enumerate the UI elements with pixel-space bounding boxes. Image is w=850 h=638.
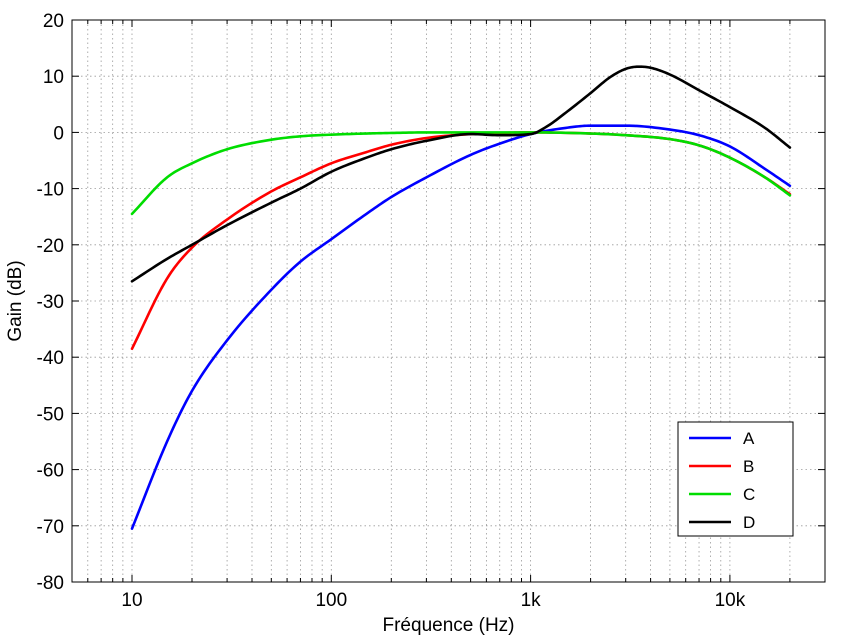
x-axis-label: Fréquence (Hz): [383, 615, 515, 636]
x-tick-label: 1k: [521, 590, 542, 611]
x-tick-label: 10: [121, 590, 142, 611]
y-tick-label: -60: [37, 461, 64, 482]
legend-label-a: A: [743, 429, 755, 448]
y-tick-label: 20: [43, 11, 64, 32]
y-tick-label: -40: [37, 348, 64, 369]
y-tick-label: -50: [37, 404, 64, 425]
legend-label-b: B: [743, 457, 754, 476]
y-axis-label: Gain (dB): [5, 260, 26, 341]
axis-ticks: [71, 19, 826, 583]
series-line-c: [130, 131, 792, 216]
y-tick-label: -30: [37, 292, 64, 313]
y-tick-label: -10: [37, 180, 64, 201]
y-tick-label: 0: [53, 123, 64, 144]
series-line-d: [130, 65, 792, 283]
legend-label-d: D: [743, 513, 755, 532]
y-tick-label: -70: [37, 517, 64, 538]
x-tick-label: 100: [315, 590, 347, 611]
legend-box: [677, 421, 794, 537]
y-tick-label: -20: [37, 236, 64, 257]
y-tick-label: -80: [37, 573, 64, 594]
plot-series: [130, 65, 792, 530]
y-tick-label: 10: [43, 67, 64, 88]
series-line-a: [130, 124, 792, 530]
legend-label-c: C: [743, 485, 755, 504]
x-tick-label: 10k: [715, 590, 746, 611]
